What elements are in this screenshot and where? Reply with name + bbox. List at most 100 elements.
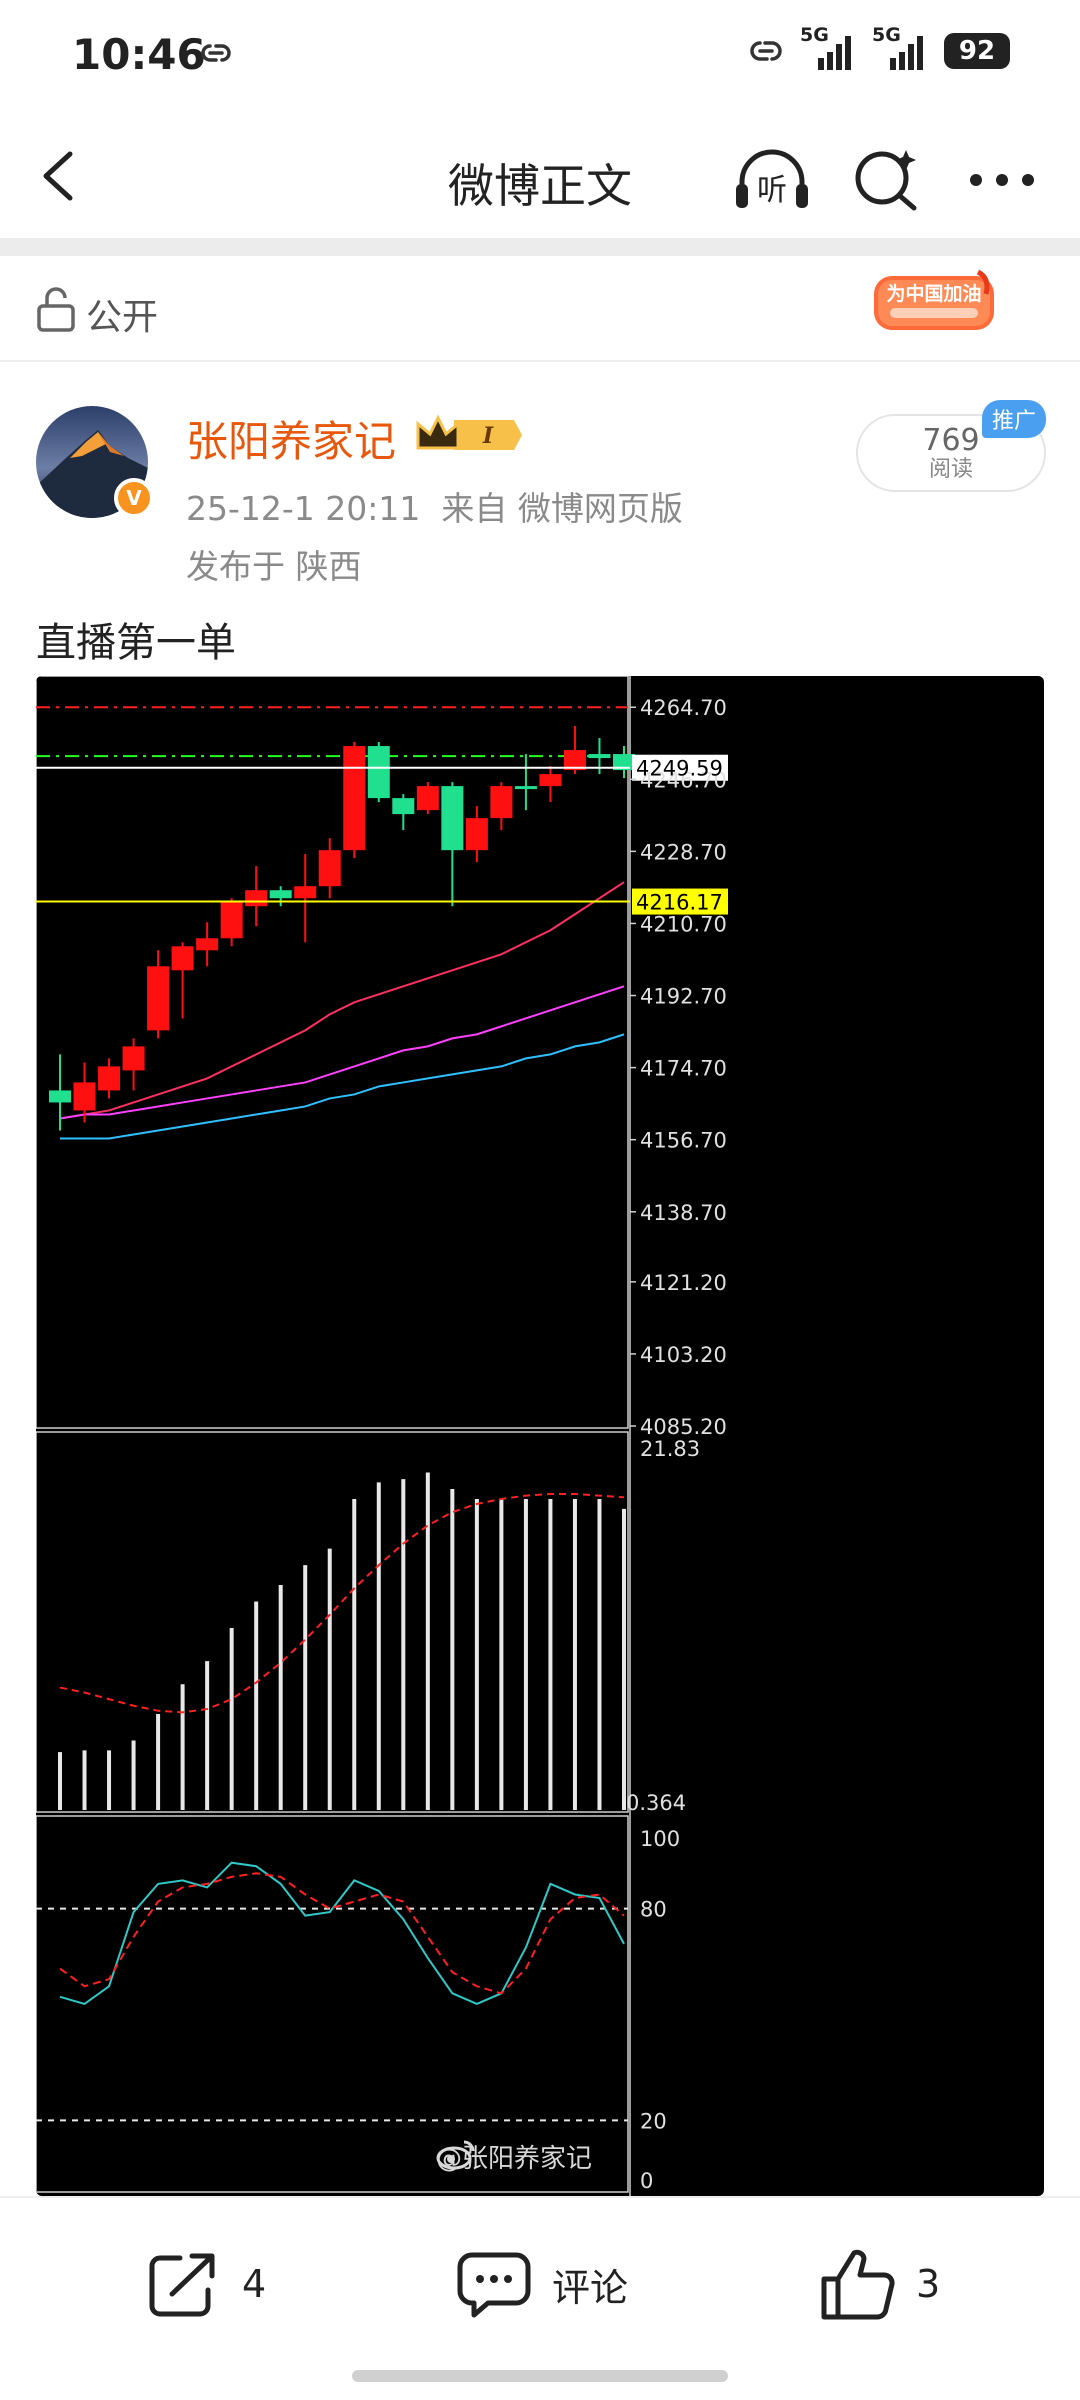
author-name[interactable]: 张阳养家记 [186, 417, 397, 466]
signal-5g-icon: 5G [800, 24, 860, 72]
share-icon [149, 2253, 215, 2317]
candle-body [343, 746, 366, 851]
verified-badge-icon: V [114, 478, 154, 518]
comment-icon [457, 2252, 531, 2318]
link-icon [750, 41, 782, 61]
share-count: 4 [242, 2262, 267, 2306]
listen-headphones-icon[interactable]: 听 [730, 144, 814, 214]
signal-5g-icon: 5G [872, 24, 932, 72]
price-marker-box [632, 888, 728, 915]
y-tick-label: 4264.70 [640, 696, 727, 720]
candle-body [490, 786, 513, 819]
campaign-badge[interactable]: 为中国加油 [868, 266, 1002, 338]
y-tick-label: 4228.70 [640, 840, 727, 864]
share-button[interactable]: 4 [146, 2244, 266, 2324]
reads-count: 769 [922, 423, 980, 458]
candle-body [294, 886, 317, 899]
section-divider [0, 238, 1080, 256]
campaign-badge-text: 为中国加油 [886, 282, 981, 305]
post-location: 发布于 陕西 [186, 547, 362, 586]
status-time: 10:46 [72, 30, 206, 79]
y-tick-label: 4210.70 [640, 912, 727, 936]
crown-level-badge-icon[interactable]: I [414, 412, 526, 458]
y-tick-label: 4174.70 [640, 1057, 727, 1081]
moving-average-line [59, 881, 625, 1120]
oscillator-line [59, 1861, 625, 2006]
chart-image[interactable]: 4264.70 4246.70 4228.70 4210.70 4192.70 4174.… [36, 676, 1044, 2196]
chart-panel-frame [36, 1431, 629, 1813]
candle-body [220, 902, 243, 939]
signal-line [59, 1492, 625, 1714]
candle-body [367, 746, 390, 799]
candle-body [416, 786, 439, 811]
candle-body [98, 1066, 121, 1091]
like-button[interactable]: 3 [820, 2244, 940, 2324]
candle-body [441, 786, 464, 851]
y-tick-label: 100 [640, 1827, 680, 1851]
y-tick-label: 0 [640, 2169, 653, 2193]
post-meta: 25-12-1 20:11 来自 微博网页版 [186, 482, 683, 530]
like-count: 3 [916, 2262, 941, 2306]
candle-body [392, 798, 415, 815]
chart-panel-frame [36, 1815, 629, 2193]
candle-body [171, 946, 194, 971]
y-tick-label: 21.83 [640, 1437, 700, 1461]
candle-body [563, 750, 586, 771]
candle-body [465, 818, 488, 851]
battery-icon: 92 [944, 33, 1010, 69]
comment-button[interactable]: 评论 [456, 2244, 628, 2324]
y-tick-label: 4246.70 [640, 768, 727, 792]
candle-body [245, 890, 268, 907]
post-source: 来自 微博网页版 [441, 489, 683, 528]
promo-tag[interactable]: 推广 [982, 400, 1046, 438]
y-tick-label: 0.364 [626, 1791, 686, 1815]
reads-pill: 769 阅读 [856, 414, 1046, 492]
price-marker-label: 4216.17 [636, 891, 723, 915]
visibility-row: 公开 为中国加油 [0, 256, 1080, 362]
y-tick-label: 4103.20 [640, 1343, 727, 1367]
svg-text:听: 听 [757, 173, 787, 208]
price-marker-label: 4249.59 [636, 757, 723, 781]
candle-body [49, 1090, 71, 1103]
candle-body [318, 850, 341, 887]
candle-body [196, 938, 219, 951]
unlock-icon [37, 287, 75, 332]
stock-chart: 4264.70 4246.70 4228.70 4210.70 4192.70 4174.… [36, 676, 728, 2196]
thumbs-up-icon [821, 2249, 895, 2320]
y-tick-label: 4192.70 [640, 985, 727, 1009]
status-icons: 5G 5G 92 [744, 24, 1010, 72]
price-marker-box [632, 754, 728, 781]
candle-body [73, 1082, 96, 1111]
candle-body [122, 1046, 145, 1071]
y-tick-label: 4085.20 [640, 1415, 727, 1439]
comment-label: 评论 [552, 2265, 629, 2310]
candle-body [539, 774, 562, 787]
level-badge-text: I [482, 423, 494, 449]
candle-body [147, 966, 170, 1031]
candle-body [514, 786, 537, 790]
y-tick-label: 4138.70 [640, 1201, 727, 1225]
post-card: V 张阳养家记 I 25-12-1 20:11 来自 微博网页版 发布于 陕西 … [0, 364, 1080, 2196]
candle-body [613, 754, 635, 771]
back-arrow-icon[interactable] [34, 148, 84, 204]
y-tick-label: 4156.70 [640, 1129, 727, 1153]
search-icon[interactable] [852, 144, 922, 214]
moving-average-line [60, 1033, 625, 1140]
nav-bar: 微博正文 听 [0, 110, 1080, 238]
status-bar: 10:46 5G 5G 92 [0, 0, 1080, 110]
post-datetime: 25-12-1 20:11 [186, 489, 421, 528]
home-indicator[interactable] [352, 2370, 728, 2382]
y-tick-label: 80 [640, 1898, 667, 1922]
weibo-logo-icon [436, 2140, 475, 2170]
page-title: 微博正文 [448, 159, 632, 213]
action-bar: 4 评论 3 [0, 2196, 1080, 2400]
candle-body [588, 754, 611, 759]
link-icon [201, 44, 231, 62]
y-tick-label: 20 [640, 2109, 667, 2133]
watermark: @张阳养家记 [436, 2138, 592, 2175]
y-tick-label: 4121.20 [640, 1271, 727, 1295]
more-options-icon[interactable] [966, 170, 1038, 190]
visibility-label: 公开 [86, 297, 159, 338]
reads-label: 阅读 [928, 457, 973, 482]
moving-average-line [59, 985, 625, 1120]
